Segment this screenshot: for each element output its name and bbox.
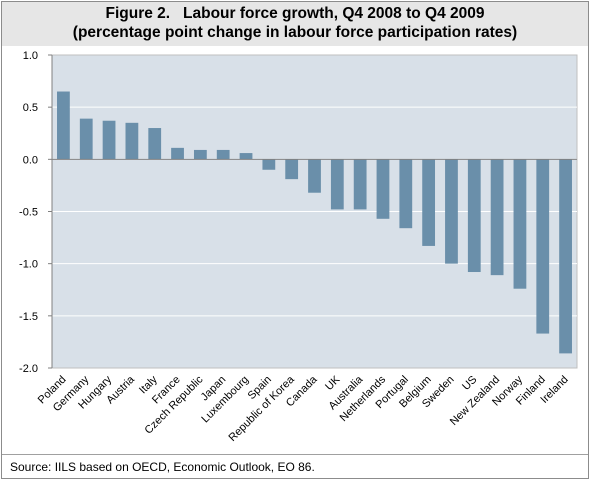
y-tick-labels: 1.0 0.5 0.0 -0.5 -1.0 -1.5 -2.0 <box>19 50 38 375</box>
bar-us <box>467 159 481 273</box>
source-note: Source: IILS based on OECD, Economic Out… <box>10 460 315 474</box>
bar-canada <box>308 159 321 193</box>
bar-portugal <box>399 159 413 229</box>
bar-france <box>171 147 184 160</box>
bar-republic-of-korea <box>285 159 299 180</box>
chart-subtitle: (percentage point change in labour force… <box>72 24 518 41</box>
source-divider <box>2 454 588 455</box>
bar-sweden <box>445 159 458 264</box>
bar-italy <box>148 128 162 160</box>
bar-finland <box>536 159 550 334</box>
bar-netherlands <box>376 159 390 219</box>
chart-title: Figure 2. Labour force growth, Q4 2008 t… <box>105 5 485 22</box>
y-tick-label: -1.5 <box>19 311 38 323</box>
figure-header: Figure 2. Labour force growth, Q4 2008 t… <box>2 2 588 46</box>
bar-luxembourg <box>239 153 253 160</box>
bar-hungary <box>102 120 116 160</box>
bar-uk <box>330 159 344 210</box>
bar-belgium <box>422 159 436 246</box>
bar-japan <box>216 149 230 160</box>
bar-germany <box>79 118 93 160</box>
bar-austria <box>125 122 139 160</box>
axes <box>48 54 577 369</box>
bar-ireland <box>559 159 572 354</box>
bar-norway <box>513 159 527 289</box>
y-tick-label: -0.5 <box>19 207 38 219</box>
bar-poland <box>57 91 70 160</box>
bar-australia <box>353 159 367 210</box>
bar-czech-republic <box>193 149 207 160</box>
bar-chart: 1.0 0.5 0.0 -0.5 -1.0 -1.5 -2.0 PolandGermanyH… <box>19 50 578 444</box>
bars <box>57 91 572 354</box>
y-tick-label: -1.0 <box>19 259 38 271</box>
y-tick-label: -2.0 <box>19 363 38 375</box>
bar-new-zealand <box>490 159 504 276</box>
y-tick-label: 0.5 <box>23 102 38 114</box>
y-tick-label: 0.0 <box>23 154 38 166</box>
bar-spain <box>262 159 276 170</box>
y-tick-label: 1.0 <box>23 50 38 62</box>
